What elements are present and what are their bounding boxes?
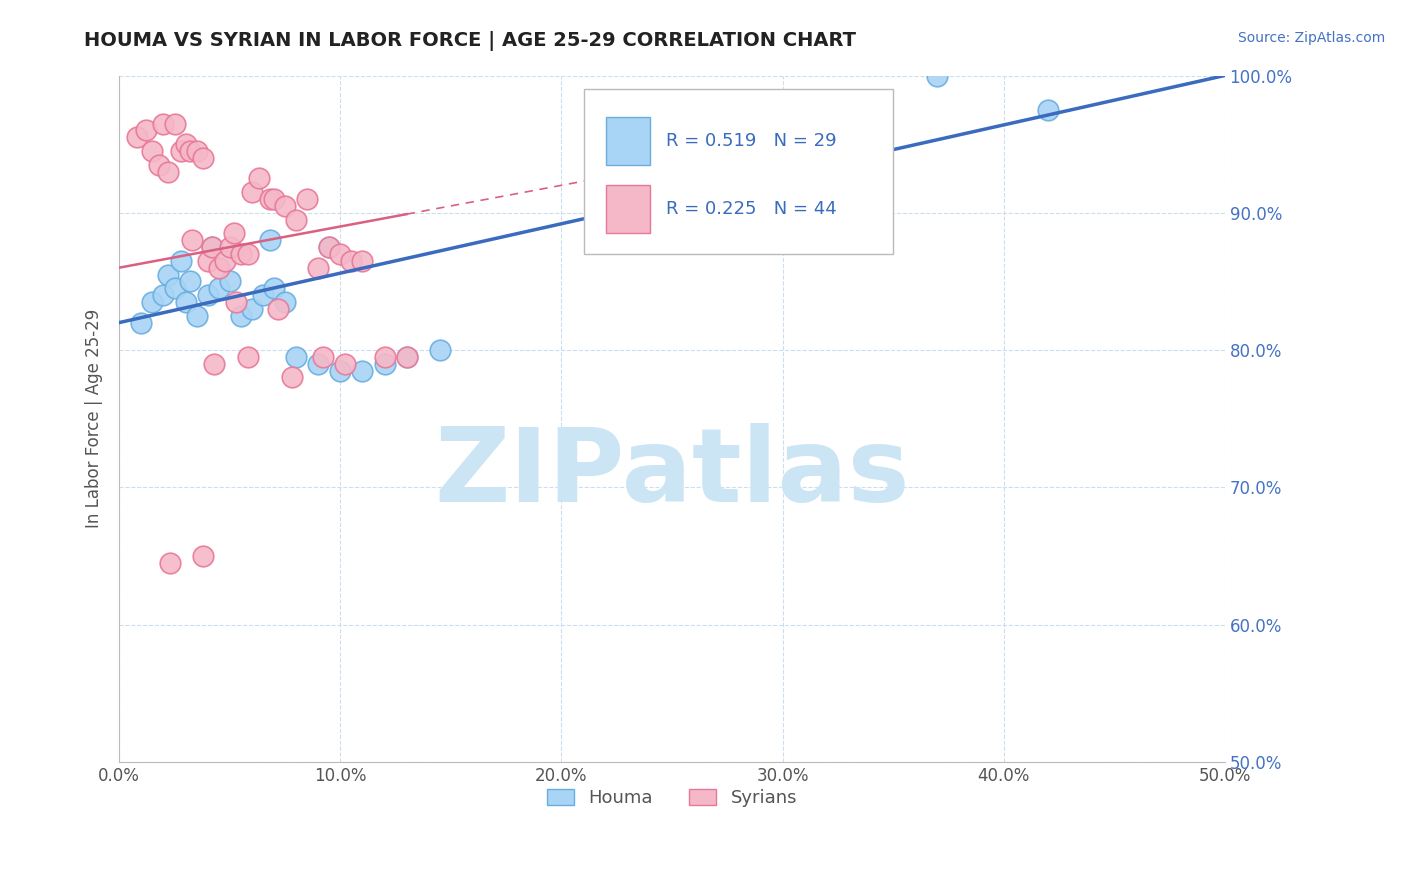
Point bbox=[229, 247, 252, 261]
Point bbox=[236, 247, 259, 261]
Point bbox=[152, 288, 174, 302]
Point bbox=[318, 240, 340, 254]
Point bbox=[285, 350, 308, 364]
Point bbox=[352, 363, 374, 377]
Point bbox=[429, 343, 451, 357]
FancyBboxPatch shape bbox=[606, 117, 650, 165]
Point bbox=[333, 357, 356, 371]
Point bbox=[395, 350, 418, 364]
Point bbox=[225, 295, 247, 310]
Point bbox=[179, 144, 201, 158]
Point bbox=[329, 247, 352, 261]
Point bbox=[274, 199, 297, 213]
Point bbox=[163, 281, 186, 295]
Y-axis label: In Labor Force | Age 25-29: In Labor Force | Age 25-29 bbox=[86, 309, 103, 528]
Point bbox=[259, 192, 281, 206]
Point bbox=[141, 295, 163, 310]
Point bbox=[374, 350, 396, 364]
Point bbox=[218, 240, 240, 254]
Point bbox=[201, 240, 224, 254]
Point bbox=[311, 350, 333, 364]
Point bbox=[131, 316, 153, 330]
Point bbox=[135, 123, 157, 137]
Point bbox=[259, 233, 281, 247]
Point bbox=[208, 281, 231, 295]
Text: ZIPatlas: ZIPatlas bbox=[434, 423, 910, 524]
Point bbox=[174, 137, 197, 152]
Point bbox=[141, 144, 163, 158]
Point bbox=[307, 260, 329, 275]
Point bbox=[197, 288, 219, 302]
Point bbox=[152, 117, 174, 131]
Point bbox=[170, 253, 193, 268]
Text: Source: ZipAtlas.com: Source: ZipAtlas.com bbox=[1237, 31, 1385, 45]
Point bbox=[318, 240, 340, 254]
Point bbox=[352, 253, 374, 268]
Point bbox=[202, 357, 225, 371]
Point bbox=[201, 240, 224, 254]
Point bbox=[295, 192, 318, 206]
Point bbox=[247, 171, 270, 186]
Text: HOUMA VS SYRIAN IN LABOR FORCE | AGE 25-29 CORRELATION CHART: HOUMA VS SYRIAN IN LABOR FORCE | AGE 25-… bbox=[84, 31, 856, 51]
Point bbox=[274, 295, 297, 310]
Point bbox=[156, 164, 179, 178]
Point bbox=[240, 301, 263, 316]
FancyBboxPatch shape bbox=[583, 89, 893, 254]
Point bbox=[197, 253, 219, 268]
Point bbox=[186, 144, 208, 158]
Point bbox=[927, 69, 949, 83]
Point bbox=[263, 192, 285, 206]
Point bbox=[224, 227, 246, 241]
Point bbox=[170, 144, 193, 158]
Point bbox=[208, 260, 231, 275]
Point bbox=[236, 350, 259, 364]
Point bbox=[159, 556, 181, 570]
Point bbox=[214, 253, 236, 268]
FancyBboxPatch shape bbox=[606, 186, 650, 234]
Text: R = 0.519   N = 29: R = 0.519 N = 29 bbox=[666, 132, 837, 150]
Point bbox=[263, 281, 285, 295]
Point bbox=[163, 117, 186, 131]
Text: R = 0.225   N = 44: R = 0.225 N = 44 bbox=[666, 201, 837, 219]
Point bbox=[374, 357, 396, 371]
Point bbox=[179, 274, 201, 288]
Point bbox=[240, 185, 263, 199]
Point bbox=[395, 350, 418, 364]
Point bbox=[193, 151, 215, 165]
Point bbox=[285, 212, 308, 227]
Point bbox=[193, 549, 215, 563]
Point bbox=[280, 370, 302, 384]
Point bbox=[229, 309, 252, 323]
Point bbox=[156, 268, 179, 282]
Point bbox=[329, 363, 352, 377]
Point bbox=[148, 158, 170, 172]
Point bbox=[125, 130, 148, 145]
Point bbox=[1036, 103, 1059, 117]
Point bbox=[218, 274, 240, 288]
Point bbox=[181, 233, 204, 247]
Point bbox=[186, 309, 208, 323]
Point bbox=[307, 357, 329, 371]
Point bbox=[340, 253, 363, 268]
Point bbox=[174, 295, 197, 310]
Legend: Houma, Syrians: Houma, Syrians bbox=[540, 781, 804, 814]
Point bbox=[267, 301, 290, 316]
Point bbox=[252, 288, 274, 302]
